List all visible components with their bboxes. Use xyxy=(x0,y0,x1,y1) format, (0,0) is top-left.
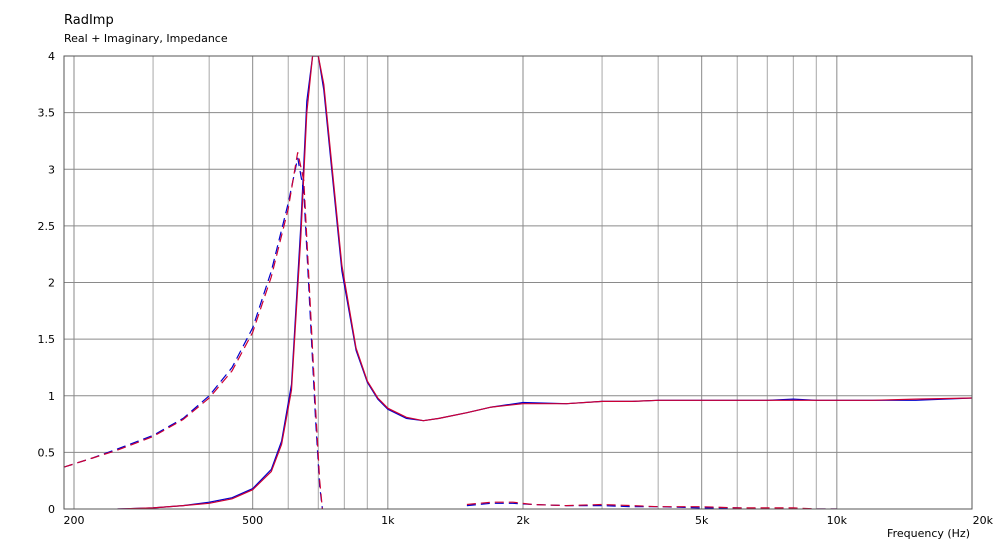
x-tick-labels: 200 500 1k 2k 5k 10k 20k xyxy=(64,514,994,527)
series-group xyxy=(64,56,972,509)
x-tick-label: 2k xyxy=(516,514,530,527)
x-tick-label: 200 xyxy=(64,514,85,527)
grid-lines xyxy=(64,55,972,510)
series-line-2 xyxy=(64,157,323,509)
series-line-2-tail xyxy=(466,502,837,509)
series-line-1 xyxy=(117,56,972,509)
y-tick-label: 3.5 xyxy=(38,107,56,120)
series-line-3 xyxy=(64,152,323,509)
chart-title: RadImp xyxy=(64,13,114,28)
y-tick-label: 2 xyxy=(48,277,55,290)
x-tick-label: 500 xyxy=(242,514,263,527)
y-tick-label: 2.5 xyxy=(38,220,56,233)
x-tick-label: 20k xyxy=(973,514,994,527)
x-tick-label: 10k xyxy=(827,514,848,527)
y-tick-label: 3 xyxy=(48,163,55,176)
x-tick-label: 5k xyxy=(695,514,709,527)
y-tick-label: 0.5 xyxy=(38,446,56,459)
y-tick-label: 1.5 xyxy=(38,333,56,346)
plot-frame xyxy=(63,55,973,510)
y-tick-label: 4 xyxy=(48,50,55,63)
x-tick-label: 1k xyxy=(381,514,395,527)
chart-subtitle: Real + Imaginary, Impedance xyxy=(64,32,228,45)
y-tick-label: 1 xyxy=(48,390,55,403)
y-tick-labels: 0 0.5 1 1.5 2 2.5 3 3.5 4 xyxy=(38,50,56,516)
series-line-3-tail xyxy=(466,501,837,509)
y-tick-label: 0 xyxy=(48,503,55,516)
x-axis-label: Frequency (Hz) xyxy=(887,527,970,540)
